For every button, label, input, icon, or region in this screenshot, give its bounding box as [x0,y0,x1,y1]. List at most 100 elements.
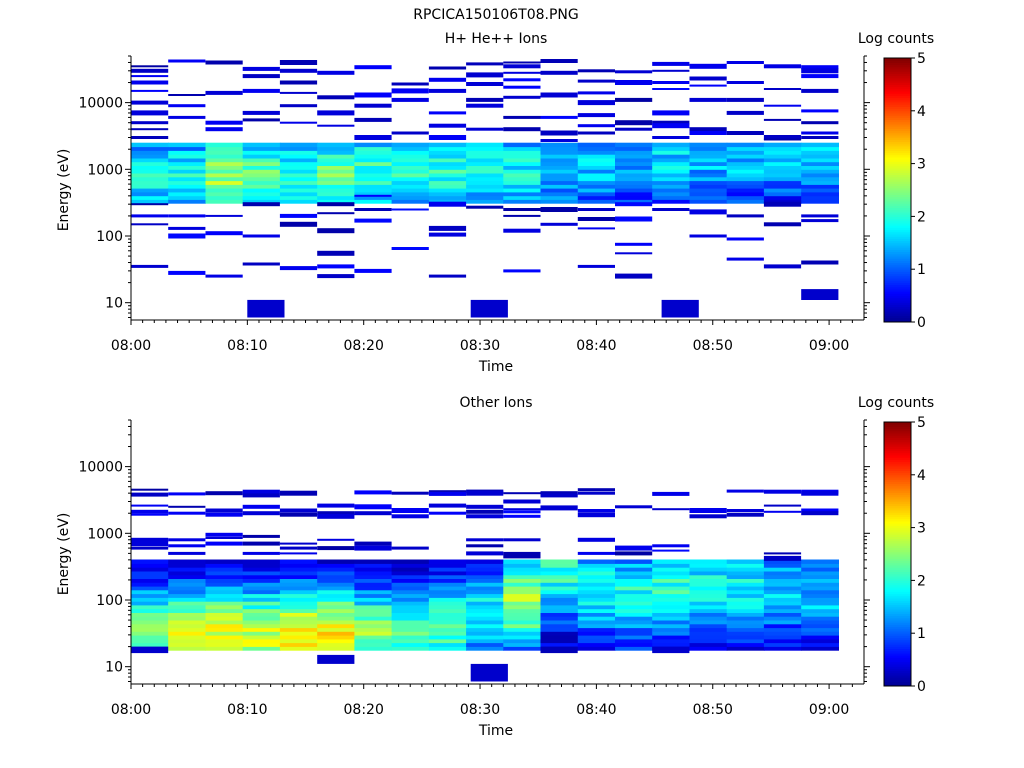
sparse-count-line [428,135,467,140]
colorbar-segment [884,58,911,61]
colorbar-segment [884,644,911,647]
heatmap-cell [726,563,765,568]
sparse-count-line [577,79,615,83]
colorbar-segment [884,461,911,465]
heatmap-cell [763,150,802,155]
heatmap-cell [242,589,281,595]
colorbar-segment [884,611,911,614]
heatmap-cell [131,180,169,185]
sparse-count-line [801,511,839,516]
heatmap-cell [131,184,169,189]
heatmap-cell [577,574,616,579]
colorbar-segment [884,256,911,259]
heatmap-cell [354,146,393,151]
heatmap-cell [652,589,690,595]
sparse-count-line [652,81,690,84]
heatmap-cell [801,638,839,644]
sparse-count-line [689,76,727,81]
heatmap-cell [503,188,542,193]
heatmap-cell [801,563,839,568]
sparse-count-line [279,508,318,513]
heatmap-cell [168,574,206,579]
heatmap-cell [391,154,430,159]
sparse-count-line [242,202,280,207]
colorbar-segment [884,604,911,608]
heatmap-cell [652,563,690,568]
heatmap-cell [279,601,318,606]
sparse-count-line [615,120,653,126]
colorbar-segment [884,128,911,132]
sparse-count-line [615,252,653,255]
heatmap-cell [540,176,579,182]
heatmap-cell [205,593,244,598]
heatmap-cell [503,195,542,200]
colorbar-segment [884,609,911,612]
heatmap-cell [503,627,542,632]
colorbar-segment [884,308,911,312]
heatmap-cell [428,616,467,621]
heatmap-cell [801,631,839,636]
sparse-count-line [279,221,318,227]
heatmap-cell [577,150,616,155]
heatmap-cell [689,585,728,591]
colorbar-segment [884,481,911,485]
heatmap-cell [540,563,579,568]
heatmap-cell [279,559,318,564]
sparse-count-line [801,260,839,265]
heatmap-cell [205,195,244,200]
heatmap-cell [652,184,690,189]
colorbar-segment [884,205,911,209]
colorbar-segment [884,223,911,226]
colorbar-segment [884,650,911,654]
sparse-count-line [652,88,690,90]
colorbar-segment [884,666,911,669]
heatmap-cell [131,567,169,572]
colorbar-segment [884,516,911,520]
sparse-count-line [168,505,206,508]
colorbar-segment [884,463,911,467]
colorbar-segment [884,97,911,101]
heatmap-cell [689,642,728,647]
heatmap-cell [354,585,393,591]
heatmap-cell [205,199,244,204]
heatmap-cell [168,142,206,148]
heatmap-cell [242,146,281,151]
sparse-count-line [726,512,764,517]
heatmap-cell [652,597,690,602]
sparse-count-line [615,97,653,102]
heatmap-cell [354,646,393,651]
heatmap-cell [168,627,206,632]
heatmap-cell [279,635,318,640]
heatmap-cell [503,616,542,621]
sparse-count-line [317,274,355,279]
colorbar-segment [884,179,911,182]
heatmap-cell [205,191,244,197]
heatmap-cell [689,612,728,617]
heatmap-cell [689,188,728,193]
sparse-count-line [391,82,429,86]
sparse-count-line [689,514,727,519]
heatmap-cell [131,608,169,613]
heatmap-cell [354,582,393,587]
heatmap-cell [428,574,467,579]
heatmap-cell [726,176,765,182]
colorbar-segment [884,311,911,314]
panel-h-he-ions: H+ He++ Ions Log counts Time Energy (eV)… [56,31,934,375]
sparse-count-line [763,504,802,507]
sparse-count-line [391,131,429,135]
heatmap-cell [652,176,690,182]
colorbar-tick-label: 4 [917,104,926,120]
heatmap-cell [615,172,653,178]
sparse-count-line [242,74,280,79]
heatmap-cell [428,559,467,564]
heatmap-cell [279,176,318,182]
heatmap-cell [801,199,839,204]
heatmap-cell [466,627,504,632]
sparse-count-line [279,104,318,108]
heatmap-cell [652,585,690,591]
heatmap-cell [317,180,355,185]
heatmap-cell [763,574,802,579]
heatmap-cell [205,165,244,170]
sparse-count-line [615,202,653,207]
heatmap-cell [205,631,244,636]
